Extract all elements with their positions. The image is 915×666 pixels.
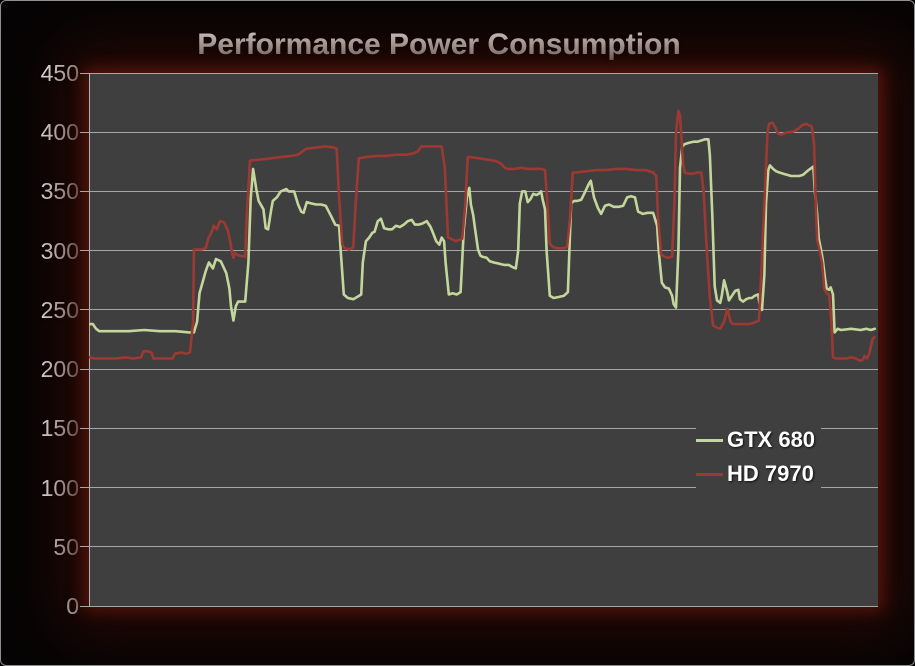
gridline <box>80 368 878 370</box>
y-axis-tick-label: 400 <box>40 119 79 146</box>
y-axis-tick-label: 200 <box>40 356 79 383</box>
gridline <box>80 131 878 133</box>
series-line-hd-7970 <box>89 109 876 363</box>
gridline <box>80 605 878 607</box>
y-axis-tick-label: 450 <box>40 60 79 86</box>
gridline <box>80 546 878 548</box>
series-layer <box>89 109 877 363</box>
gridline <box>80 427 878 429</box>
legend-label-hd-7970: HD 7970 <box>727 461 814 486</box>
legend-label-gtx-680: GTX 680 <box>727 427 816 452</box>
gridline <box>80 309 878 311</box>
legend: GTX 680 HD 7970 <box>696 421 821 493</box>
y-axis-tick-label: 100 <box>40 474 79 501</box>
y-axis-line <box>89 73 90 606</box>
y-axis-tick-label: 0 <box>66 593 79 619</box>
y-axis-tick-label: 50 <box>53 533 79 560</box>
legend-swatch-hd-7970-line <box>696 472 723 476</box>
legend-swatch-gtx-680-line <box>696 438 723 442</box>
plot-area: GTX 680 HD 7970 <box>80 72 878 607</box>
legend-item-hd-7970: HD 7970 <box>696 461 821 487</box>
y-axis-tick-label: 250 <box>40 296 79 323</box>
gridline <box>80 487 878 489</box>
gridline <box>80 190 878 192</box>
y-axis-tick-label: 350 <box>40 178 79 205</box>
y-axis-tick-label: 150 <box>40 415 79 442</box>
gridline <box>80 72 878 74</box>
y-axis-tick-label: 300 <box>40 237 79 264</box>
chart-title: Performance Power Consumption <box>197 28 681 61</box>
legend-item-gtx-680: GTX 680 <box>696 427 821 453</box>
series-line-gtx-680 <box>89 138 877 334</box>
